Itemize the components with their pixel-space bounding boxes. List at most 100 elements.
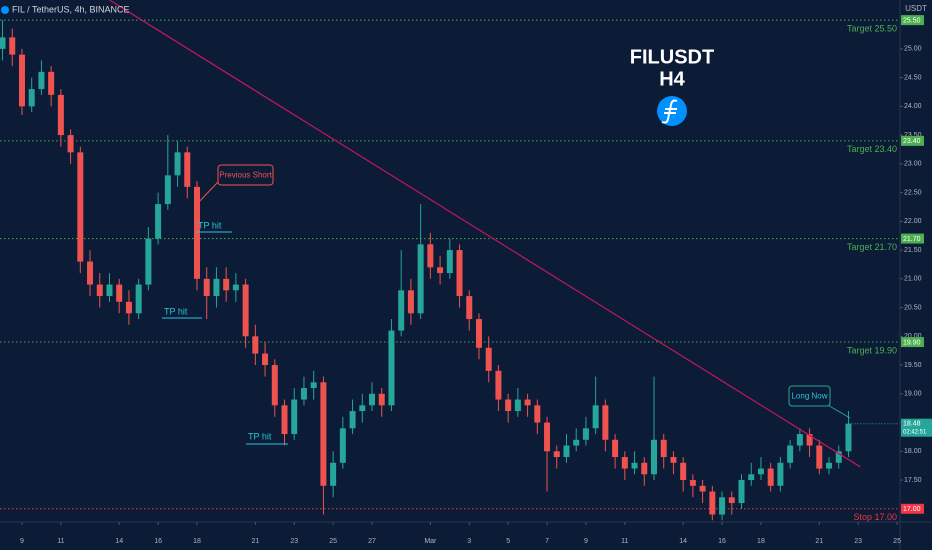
candle-body (106, 284, 113, 297)
candle-body (670, 457, 677, 463)
candle-body (135, 284, 142, 314)
candle-body (475, 319, 482, 348)
x-tick-label: 18 (757, 538, 765, 545)
candle-body (388, 330, 395, 406)
y-tick-label: 22.50 (904, 189, 922, 196)
candle-body (689, 480, 696, 486)
candle-body (38, 71, 45, 90)
candle-body (796, 434, 803, 446)
candle-body (563, 445, 570, 458)
symbol-icon (1, 6, 9, 14)
x-tick-label: 25 (329, 538, 337, 545)
x-tick-label: 16 (718, 538, 726, 545)
candle-body (48, 71, 55, 95)
x-tick-label: 14 (679, 538, 687, 545)
candle-body (28, 89, 35, 107)
candle-body (641, 462, 648, 475)
candle-body (310, 382, 317, 389)
candle-body (524, 399, 531, 406)
candle-body (835, 451, 842, 463)
candle-body (514, 399, 521, 412)
candle-body (57, 94, 64, 136)
y-tick-label: 19.00 (904, 391, 922, 398)
x-tick-label: 25 (893, 538, 901, 545)
y-tick-label: 24.50 (904, 74, 922, 81)
x-tick-label: 11 (57, 538, 64, 545)
candle-body (505, 399, 512, 412)
plot-area (0, 0, 900, 521)
candle-body (232, 284, 239, 291)
candle-body (845, 423, 852, 452)
level-tag-label: 19.90 (903, 339, 921, 346)
candle-body (553, 451, 560, 458)
candle-body (602, 405, 609, 440)
level-tag-label: 25.50 (903, 17, 921, 24)
level-tag (901, 233, 924, 244)
level-label: Target 23.40 (847, 144, 897, 154)
y-tick-label: 20.00 (904, 333, 922, 340)
x-tick-label: 21 (815, 538, 823, 545)
x-tick-label: 16 (154, 538, 162, 545)
annotation: TP hit (164, 306, 188, 316)
x-tick-label: 23 (290, 538, 298, 545)
candle-body (77, 152, 84, 262)
x-tick-label: 9 (584, 538, 588, 545)
candle-body (631, 462, 638, 469)
candle-body (262, 353, 269, 366)
y-tick-label: 22.00 (904, 218, 922, 225)
candle-body (680, 462, 687, 481)
x-tick-label: 3 (467, 538, 471, 545)
candle-body (369, 393, 376, 406)
candle-body (96, 284, 103, 297)
candle-body (407, 290, 414, 314)
candle-body (806, 434, 813, 446)
candle-body (330, 462, 337, 486)
candle-body (0, 37, 6, 49)
y-tick-label: 25.00 (904, 46, 922, 53)
candle-body (116, 284, 123, 302)
candle-body (719, 497, 726, 515)
candle-body (757, 468, 764, 475)
countdown-label: 02:42:51 (903, 429, 927, 435)
candle-body (612, 439, 619, 458)
trendline (109, 0, 861, 468)
candle-body (573, 439, 580, 446)
y-tick-label: 21.50 (904, 247, 922, 254)
candle-body (203, 278, 210, 297)
y-tick-label: 20.50 (904, 304, 922, 311)
candle-body (787, 445, 794, 463)
candle-body (495, 370, 502, 400)
annotation: Previous Short (219, 171, 272, 180)
candle-body (446, 250, 453, 274)
candle-body (534, 405, 541, 423)
candle-body (544, 422, 551, 452)
candle-body (164, 175, 171, 205)
candle-body (767, 468, 774, 486)
candle-body (826, 462, 833, 469)
annotation-tp-hit: TP hit TP hit TP hit (162, 220, 288, 445)
level-tag-label: 21.70 (903, 236, 921, 243)
x-tick-label: 5 (506, 538, 510, 545)
candle-body (466, 296, 473, 320)
axis-unit: USDT (905, 4, 927, 13)
candle-body (699, 485, 706, 492)
y-tick-label: 18.00 (904, 448, 922, 455)
candle-body (223, 278, 230, 291)
candle-body (417, 244, 424, 314)
candle-body (582, 428, 589, 440)
candle-body (427, 244, 434, 268)
x-tick-label: 14 (115, 538, 123, 545)
candle-body (271, 365, 278, 406)
level-tag (901, 503, 924, 514)
candle-body (67, 135, 74, 153)
candle-body (320, 382, 327, 486)
level-label: Target 21.70 (847, 242, 897, 252)
candle-body (174, 152, 181, 176)
x-tick-label: Mar (424, 538, 437, 545)
level-label: Target 25.50 (847, 23, 897, 33)
y-tick-label: 24.00 (904, 103, 922, 110)
candle-body (18, 54, 25, 107)
candle-body (291, 399, 298, 435)
annotation-previous-short: Previous Short (195, 164, 274, 206)
